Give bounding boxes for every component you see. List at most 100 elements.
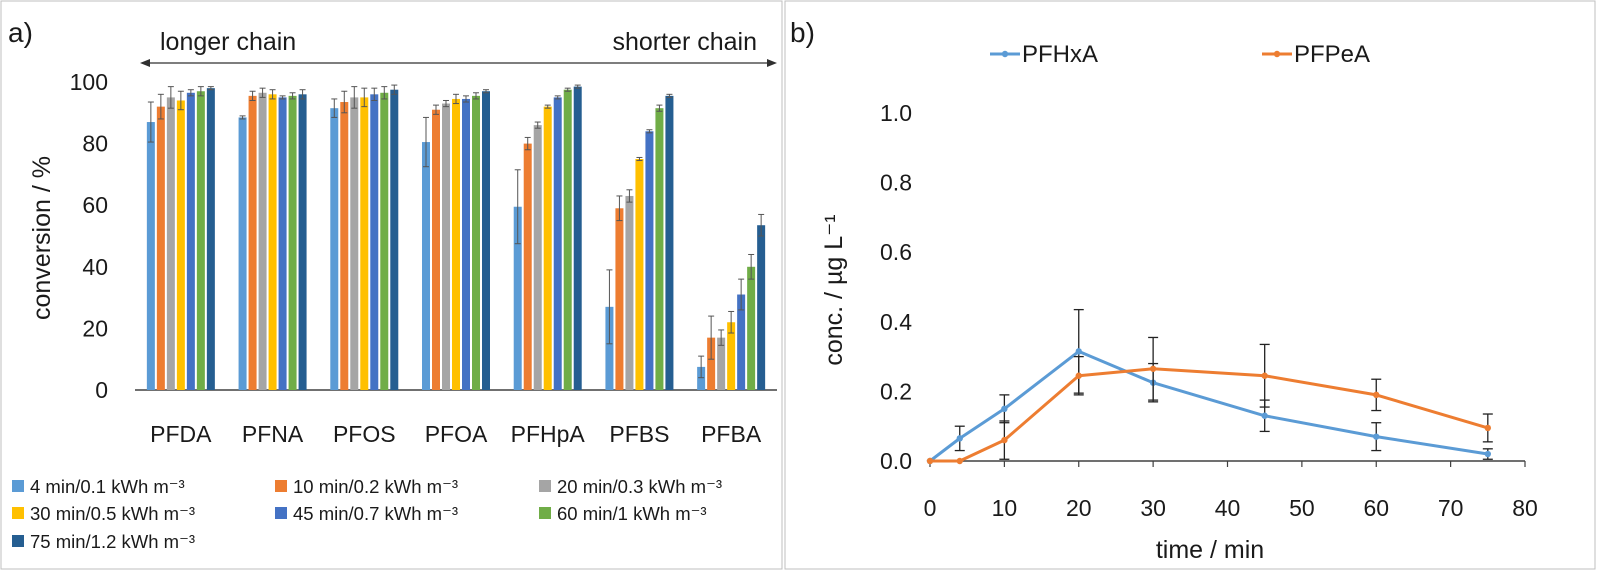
data-point (1001, 405, 1008, 412)
bar (186, 92, 195, 390)
legend-swatch (539, 480, 551, 492)
shorter-chain-annotation: shorter chain (612, 28, 757, 56)
legend-marker (1273, 50, 1281, 58)
bar (288, 95, 297, 391)
bar (176, 100, 185, 390)
bar (238, 117, 247, 391)
bar (747, 266, 756, 390)
data-point (926, 457, 934, 465)
panel-a-frame (0, 0, 783, 570)
y-tick-label: 0.8 (880, 170, 912, 196)
y-tick-label: 0.0 (880, 448, 912, 474)
legend-label: 20 min/0.3 kWh m⁻³ (557, 476, 722, 497)
y-tick-label: 1.0 (880, 100, 912, 126)
x-tick-label: 50 (1289, 495, 1315, 521)
legend-label: 10 min/0.2 kWh m⁻³ (293, 476, 458, 497)
legend-label: 75 min/1.2 kWh m⁻³ (30, 531, 195, 552)
bar (665, 95, 674, 391)
y-tick-label: 80 (82, 131, 108, 157)
bar (523, 143, 532, 390)
series-pfpea (926, 336, 1493, 465)
legend-swatch (275, 480, 287, 492)
x-category-label: PFDA (150, 421, 212, 447)
legend-label: 30 min/0.5 kWh m⁻³ (30, 503, 195, 524)
bar (543, 106, 552, 390)
bar (390, 89, 399, 390)
data-point (1261, 412, 1268, 419)
legend-label: 45 min/0.7 kWh m⁻³ (293, 503, 458, 524)
bar (553, 97, 562, 391)
bar (717, 337, 726, 390)
data-point (1075, 348, 1082, 355)
panel-b-y-axis-label: conc. / µg L⁻¹ (820, 214, 848, 365)
bar (422, 142, 430, 390)
panel-b-label: b) (790, 17, 815, 48)
panel-b-plot: 0 10 20 30 40 50 60 70 80 0.0 0.2 0.4 0.6 0.8 1.0 PFHxA… (880, 41, 1538, 521)
y-tick-label: 0.2 (880, 378, 912, 404)
bar (655, 108, 664, 391)
x-category-label: PFBA (701, 421, 762, 447)
data-point (1373, 391, 1380, 399)
legend-label: 4 min/0.1 kWh m⁻³ (30, 476, 185, 497)
x-tick-label: 10 (992, 495, 1018, 521)
legend-swatch (12, 480, 24, 492)
series-pfhxa (926, 308, 1493, 465)
y-tick-label: 100 (70, 69, 108, 95)
bar (340, 102, 349, 391)
bar (432, 109, 440, 390)
data-point (1001, 436, 1008, 444)
data-point (956, 435, 963, 442)
bar (330, 108, 339, 391)
x-category-label: PFBS (609, 421, 669, 447)
legend-item: 30 min/0.5 kWh m⁻³ (12, 503, 195, 524)
legend-swatch (12, 507, 24, 519)
legend-item: PFHxA (990, 41, 1098, 68)
bar (635, 159, 644, 390)
legend-item: 20 min/0.3 kWh m⁻³ (539, 476, 722, 497)
legend-item: PFPeA (1262, 41, 1370, 68)
data-point (1149, 365, 1157, 372)
data-point (1373, 433, 1380, 440)
bar (727, 322, 736, 390)
bar (462, 98, 470, 390)
bar (350, 97, 359, 391)
bar (278, 97, 287, 391)
legend-item: 75 min/1.2 kWh m⁻³ (12, 531, 195, 552)
legend-swatch (12, 535, 24, 547)
bar (482, 91, 490, 391)
y-tick-label: 60 (82, 192, 108, 218)
bar (625, 195, 634, 390)
x-tick-label: 80 (1512, 495, 1538, 521)
bar (380, 92, 389, 390)
bar (573, 86, 582, 391)
y-tick-label: 0.6 (880, 239, 912, 265)
panel-a-label: a) (8, 17, 33, 48)
bar (196, 91, 205, 391)
x-tick-label: 40 (1215, 495, 1241, 521)
bar (615, 208, 624, 390)
bar (605, 306, 614, 390)
data-point (956, 457, 963, 465)
x-tick-label: 0 (924, 495, 937, 521)
x-category-label: PFHpA (511, 421, 586, 447)
y-tick-label: 0.4 (880, 309, 912, 335)
y-tick-label: 40 (82, 254, 108, 280)
legend-label: 60 min/1 kWh m⁻³ (557, 503, 707, 524)
series-line (930, 367, 1489, 463)
bar (563, 89, 572, 390)
x-category-label: PFOA (425, 421, 488, 447)
bar (697, 366, 706, 390)
bar (360, 97, 369, 391)
bar (737, 294, 746, 390)
data-point (1484, 424, 1492, 432)
legend-item: 10 min/0.2 kWh m⁻³ (275, 476, 458, 497)
bar (757, 225, 766, 390)
y-tick-label: 20 (82, 315, 108, 341)
x-tick-label: 30 (1140, 495, 1166, 521)
bar (370, 94, 379, 390)
bar (298, 94, 307, 390)
x-tick-label: 70 (1438, 495, 1464, 521)
longer-chain-annotation: longer chain (160, 28, 296, 56)
y-tick-label: 0 (95, 377, 108, 403)
